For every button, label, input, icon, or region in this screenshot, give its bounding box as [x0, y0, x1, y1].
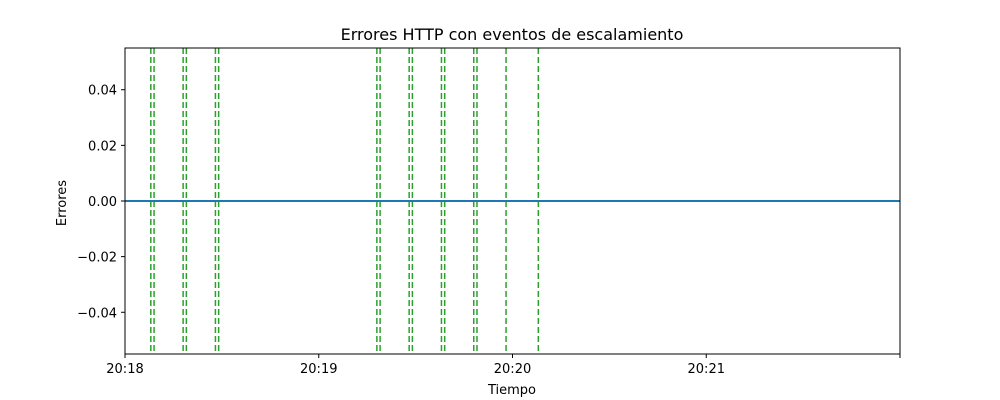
chart-title: Errores HTTP con eventos de escalamiento — [341, 25, 684, 44]
y-tick-label: −0.04 — [77, 306, 117, 321]
y-tick-label: −0.02 — [77, 251, 117, 266]
y-tick-label: 0.02 — [88, 139, 117, 154]
y-tick-label: 0.04 — [88, 84, 117, 99]
x-tick-label: 20:18 — [106, 362, 143, 377]
y-tick-label: 0.00 — [88, 195, 117, 210]
y-axis: 0.04 0.02 0.00 −0.02 −0.04 — [77, 84, 125, 321]
y-axis-label: Errores — [55, 180, 70, 226]
x-tick-label: 20:20 — [494, 362, 531, 377]
x-tick-label: 20:19 — [300, 362, 337, 377]
x-axis-label: Tiempo — [487, 383, 536, 398]
x-axis: 20:18 20:19 20:20 20:21 — [106, 354, 901, 377]
x-tick-label: 20:21 — [688, 362, 725, 377]
